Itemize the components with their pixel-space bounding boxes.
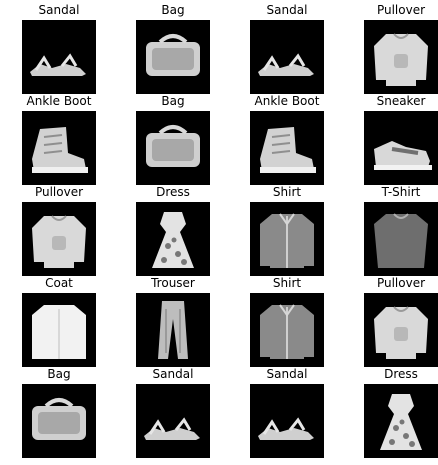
dress-icon xyxy=(364,384,438,458)
grid-cell: Pullover xyxy=(1,184,117,278)
grid-cell-label: Sandal xyxy=(266,3,308,17)
pullover-icon xyxy=(22,202,96,276)
grid-cell-label: Trouser xyxy=(151,276,195,290)
product-image xyxy=(136,111,210,185)
grid-cell-label: Sandal xyxy=(152,367,194,381)
grid-cell: Sandal xyxy=(229,366,345,460)
grid-cell: Bag xyxy=(115,2,231,96)
grid-cell-label: Sandal xyxy=(266,367,308,381)
grid-cell-label: Ankle Boot xyxy=(254,94,320,108)
sandal-icon xyxy=(250,20,324,94)
grid-cell-label: Bag xyxy=(161,94,185,108)
product-image xyxy=(250,293,324,367)
bag-icon xyxy=(136,111,210,185)
grid-cell-label: Shirt xyxy=(272,276,302,290)
grid-cell: Trouser xyxy=(115,275,231,369)
pullover-icon xyxy=(364,20,438,94)
grid-cell: Pullover xyxy=(343,2,438,96)
product-image xyxy=(250,384,324,458)
product-image xyxy=(136,20,210,94)
grid-cell-label: Pullover xyxy=(376,3,426,17)
sneaker-icon xyxy=(364,111,438,185)
grid-cell-label: Coat xyxy=(45,276,73,290)
shirt-icon xyxy=(250,293,324,367)
sandal-icon xyxy=(136,384,210,458)
grid-cell: Ankle Boot xyxy=(229,93,345,187)
product-image xyxy=(136,293,210,367)
grid-cell: Sneaker xyxy=(343,93,438,187)
trouser-icon xyxy=(136,293,210,367)
grid-cell-label: Pullover xyxy=(376,276,426,290)
product-image xyxy=(136,384,210,458)
product-image xyxy=(250,111,324,185)
grid-cell-label: Sneaker xyxy=(376,94,426,108)
grid-cell: Dress xyxy=(115,184,231,278)
grid-cell: T-Shirt xyxy=(343,184,438,278)
dress-icon xyxy=(136,202,210,276)
pullover-icon xyxy=(364,293,438,367)
sandal-icon xyxy=(250,384,324,458)
grid-cell-label: Ankle Boot xyxy=(26,94,92,108)
grid-cell: Dress xyxy=(343,366,438,460)
grid-cell: Bag xyxy=(115,93,231,187)
tshirt-icon xyxy=(364,202,438,276)
grid-cell: Pullover xyxy=(343,275,438,369)
product-image xyxy=(22,202,96,276)
grid-cell: Sandal xyxy=(229,2,345,96)
product-image xyxy=(22,384,96,458)
bag-icon xyxy=(22,384,96,458)
grid-cell-label: Dress xyxy=(156,185,190,199)
grid-cell: Ankle Boot xyxy=(1,93,117,187)
coat-icon xyxy=(22,293,96,367)
grid-cell: Sandal xyxy=(1,2,117,96)
product-image xyxy=(22,111,96,185)
product-image xyxy=(250,20,324,94)
grid-cell-label: Pullover xyxy=(34,185,84,199)
ankle-boot-icon xyxy=(22,111,96,185)
product-image xyxy=(364,111,438,185)
grid-cell: Shirt xyxy=(229,275,345,369)
grid-cell-label: Shirt xyxy=(272,185,302,199)
product-image xyxy=(364,20,438,94)
ankle-boot-icon xyxy=(250,111,324,185)
grid-cell-label: Bag xyxy=(47,367,71,381)
shirt-icon xyxy=(250,202,324,276)
grid-cell-label: Dress xyxy=(384,367,418,381)
grid-cell-label: Bag xyxy=(161,3,185,17)
grid-cell-label: Sandal xyxy=(38,3,80,17)
product-image xyxy=(136,202,210,276)
product-image xyxy=(364,202,438,276)
grid-cell: Sandal xyxy=(115,366,231,460)
product-image xyxy=(22,20,96,94)
grid-cell: Shirt xyxy=(229,184,345,278)
grid-cell: Coat xyxy=(1,275,117,369)
bag-icon xyxy=(136,20,210,94)
product-image xyxy=(22,293,96,367)
grid-cell-label: T-Shirt xyxy=(381,185,421,199)
product-image xyxy=(364,384,438,458)
grid-cell: Bag xyxy=(1,366,117,460)
sandal-icon xyxy=(22,20,96,94)
product-image xyxy=(250,202,324,276)
product-image xyxy=(364,293,438,367)
